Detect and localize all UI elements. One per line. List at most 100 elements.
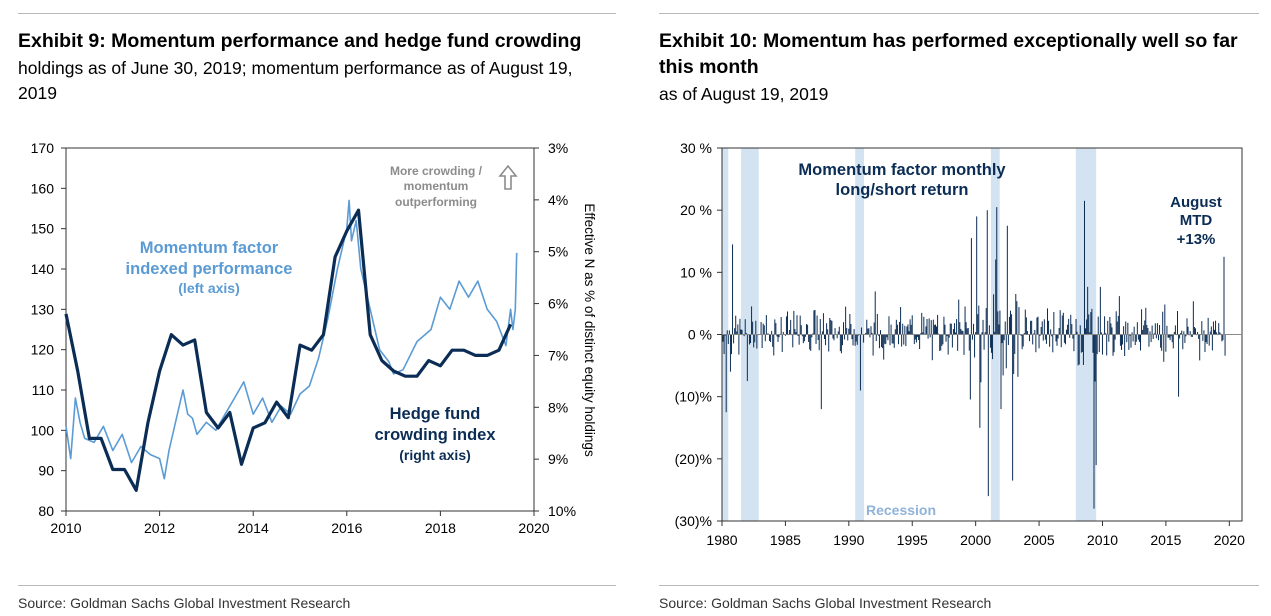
left-tick-label: 100 [31,422,55,438]
return-bar [740,329,742,335]
return-bar [973,323,975,335]
return-bar [781,334,783,352]
return-bar [765,315,767,335]
return-bar [1039,334,1041,336]
return-bar [773,334,775,356]
crowding-annotation: Hedge fund crowding index (right axis) [374,405,496,463]
return-bar [1100,332,1102,335]
return-bar [794,329,796,335]
return-bar [1198,334,1200,339]
return-bar [865,332,867,335]
return-bar [1101,334,1103,355]
return-bar [941,334,943,346]
return-bar [1109,316,1111,335]
return-bar [906,326,908,335]
return-bar [1136,322,1138,335]
annotation-line: momentum [404,179,469,193]
return-bar [857,334,859,336]
return-bar [1203,330,1205,335]
return-bar [736,331,738,335]
return-bar [852,334,854,346]
return-bar [764,334,766,342]
return-bar [1091,308,1093,335]
return-bar [741,329,743,335]
return-bar [1181,330,1183,335]
return-bar [988,325,990,335]
return-bar [1056,334,1058,346]
return-bar [792,334,794,348]
return-bar [926,319,928,335]
return-bar [1174,325,1176,335]
return-bar [1142,330,1144,335]
return-bar [1171,334,1173,343]
return-bar [980,334,982,383]
return-bar [730,334,732,355]
return-bar [1165,334,1167,352]
return-bar [950,323,952,335]
return-bar [1148,334,1150,347]
return-bar [840,334,842,354]
return-bar [932,319,934,335]
right-tick-label: 6% [548,296,568,312]
right-tick-label: 7% [548,347,568,363]
return-bar [1138,334,1140,342]
return-bar [1079,325,1081,335]
return-bar [804,334,806,337]
x-tick-label: 1985 [770,532,801,548]
return-bar [725,334,727,413]
return-bar [1066,329,1068,335]
return-bar [960,328,962,335]
return-bar [1183,331,1185,335]
return-bar [1089,332,1091,335]
return-bar [1169,334,1171,341]
return-bar [923,316,925,335]
return-bar [785,316,787,335]
return-bar [1205,334,1207,343]
y-tick-label: 10 % [680,264,712,280]
left-tick-label: 140 [31,261,55,277]
return-bar [1067,324,1069,335]
x-tick-label: 2005 [1023,532,1054,548]
return-bar [910,324,912,335]
return-bar [816,315,818,335]
return-bar [1224,334,1226,356]
return-bar [737,324,739,335]
return-bar [1018,307,1020,335]
return-bar [1186,318,1188,335]
return-bar [1014,334,1016,354]
return-bar [1154,323,1156,335]
return-bar [1209,331,1211,335]
return-bar [965,322,967,335]
annotation-line: (right axis) [399,447,471,463]
return-bar [738,334,740,355]
y-tick-label: 0 % [688,327,712,343]
return-bar [727,334,729,344]
return-bar [1130,334,1132,348]
return-bar [806,324,808,335]
return-bar [832,334,834,339]
return-bar [1193,327,1195,335]
return-bar [918,334,920,340]
return-bar [770,334,772,342]
annotation-line: +13% [1177,231,1216,248]
return-bar [723,334,725,354]
return-bar [905,334,907,347]
return-bar [844,334,846,340]
return-bar [939,334,941,351]
return-bar [760,322,762,335]
return-bar [1020,334,1022,336]
return-bar [875,334,877,341]
return-bar [853,329,855,335]
return-bar [933,324,935,335]
x-tick-label: 1980 [706,532,737,548]
return-bar [925,326,927,335]
return-bar [732,244,734,335]
right-tick-label: 5% [548,244,568,260]
left-tick-label: 130 [31,301,55,317]
return-bar [956,319,958,335]
return-bar [1199,334,1201,361]
return-bar [1215,320,1217,335]
return-bar [1207,317,1209,335]
return-bar [957,334,959,351]
return-bar [799,315,801,335]
